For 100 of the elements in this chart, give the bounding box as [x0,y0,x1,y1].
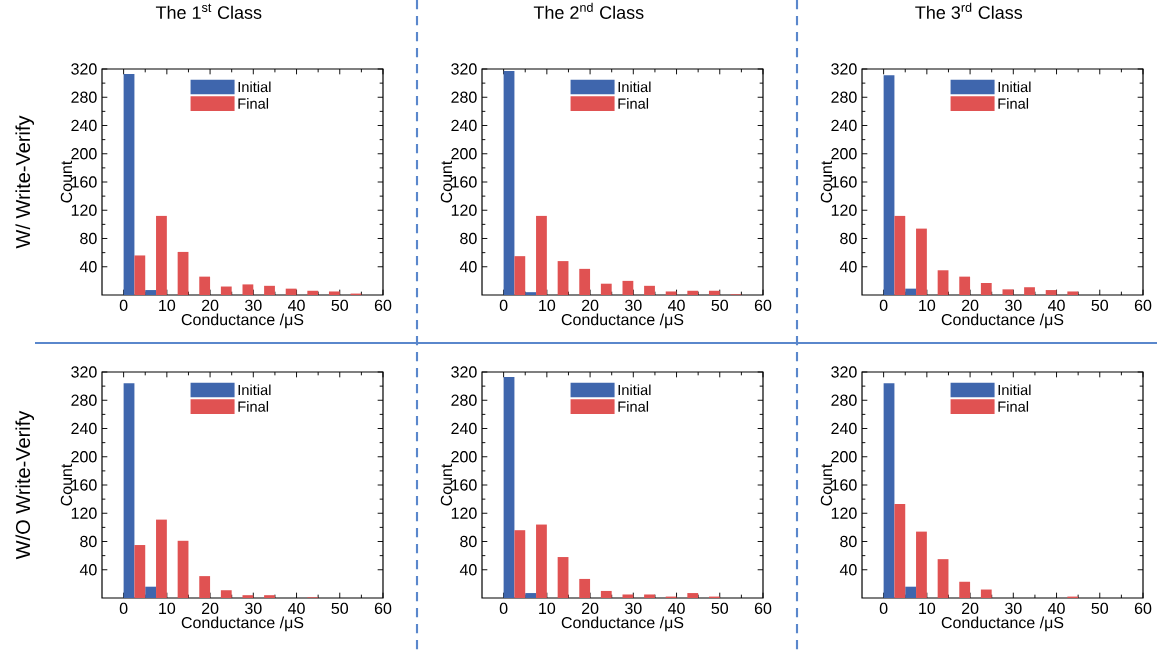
legend-label: Final [998,401,1029,412]
x-tick-label: 20 [961,602,979,615]
y-tick-label: 40 [459,261,477,273]
x-tick-label: 10 [539,602,556,615]
y-tick-label: 80 [460,535,477,548]
legend-label: Final [618,98,649,109]
y-axis-title: Count [60,463,73,506]
x-tick-label: 20 [581,299,599,312]
x-axis-title: Conductance /μS [941,313,1064,329]
y-tick-label: 40 [459,564,477,576]
y-tick-label: 80 [840,232,857,245]
y-tick-label: 320 [831,366,857,378]
x-tick-label: 50 [331,602,349,615]
x-tick-label: 40 [668,299,685,312]
x-tick-label: 0 [879,602,888,615]
x-tick-label: 20 [581,602,599,615]
text: W/O Write-Verify [15,410,35,560]
y-axis-title: Count [60,160,73,203]
y-tick-label: 120 [831,507,857,519]
y-tick-label: 240 [71,119,97,132]
y-tick-label: 320 [71,366,97,378]
y-tick-label: 200 [451,148,477,160]
legend-label: Final [238,98,269,109]
y-tick-label: 120 [831,204,857,216]
y-tick-label: 80 [80,535,97,548]
x-tick-label: 30 [625,299,642,312]
y-tick-label: 280 [71,394,97,406]
x-tick-label: 40 [1048,299,1065,312]
y-tick-label: 280 [831,91,857,103]
legend-label: Final [238,401,269,412]
x-tick-label: 60 [1134,602,1152,615]
y-tick-label: 280 [831,394,857,406]
chart-title: The 2$^{nd}$ Class [533,2,644,19]
y-tick-label: 320 [451,366,477,378]
y-tick-label: 160 [451,479,477,491]
y-tick-label: 40 [839,261,857,273]
y-tick-label: 240 [831,119,857,132]
x-tick-label: 20 [201,602,219,615]
y-tick-label: 240 [831,422,857,435]
y-tick-label: 120 [71,507,97,519]
y-tick-label: 160 [831,176,857,188]
y-tick-label: 160 [71,176,97,188]
y-tick-label: 200 [71,451,97,463]
x-tick-label: 10 [919,299,936,312]
x-axis-title: Conductance /μS [561,313,684,329]
x-tick-label: 0 [499,602,508,615]
chart-title: The 1$^{st}$ Class [155,3,262,19]
x-tick-label: 10 [539,299,556,312]
y-tick-label: 320 [451,63,477,75]
y-tick-label: 200 [71,148,97,160]
y-tick-label: 240 [451,422,477,435]
x-tick-label: 50 [711,602,729,615]
x-tick-label: 10 [159,602,176,615]
y-tick-label: 200 [831,451,857,463]
x-tick-label: 40 [288,602,305,615]
y-tick-label: 240 [71,422,97,435]
x-axis-title: Conductance /μS [181,616,304,632]
x-tick-label: 0 [879,299,888,312]
x-tick-label: 50 [331,299,349,312]
x-tick-label: 0 [119,299,128,312]
x-tick-label: 50 [711,299,729,312]
y-tick-label: 160 [451,176,477,188]
y-tick-label: 160 [71,479,97,491]
x-tick-label: 0 [119,602,128,615]
y-tick-label: 40 [839,564,857,576]
x-tick-label: 50 [1091,299,1109,312]
x-tick-label: 20 [201,299,219,312]
y-axis-title: Count [440,160,453,203]
x-axis-title: Conductance /μS [561,616,684,632]
y-tick-label: 240 [451,119,477,132]
y-axis-title: Count [440,463,453,506]
y-axis-title: Count [820,160,833,203]
x-tick-label: 60 [754,602,772,615]
x-tick-label: 0 [499,299,508,312]
text: W/ Write-Verify [15,115,35,249]
legend-label: Initial [618,81,651,93]
x-tick-label: 20 [961,299,979,312]
y-tick-label: 280 [451,91,477,103]
legend-label: Initial [618,384,651,396]
legend-label: Initial [998,81,1031,93]
y-tick-label: 120 [71,204,97,216]
legend-label: Initial [238,81,271,93]
y-axis-title: Count [820,463,833,506]
x-tick-label: 40 [1048,602,1065,615]
chart-title: The 3$^{rd}$ Class [915,2,1023,19]
x-tick-label: 30 [245,299,262,312]
x-tick-label: 30 [1005,299,1022,312]
x-axis-title: Conductance /μS [941,616,1064,632]
y-tick-label: 120 [451,507,477,519]
y-tick-label: 40 [79,261,97,273]
x-tick-label: 50 [1091,602,1109,615]
x-axis-title: Conductance /μS [181,313,304,329]
y-tick-label: 80 [840,535,857,548]
y-tick-label: 40 [79,564,97,576]
x-tick-label: 40 [288,299,305,312]
y-tick-label: 320 [71,63,97,75]
y-tick-label: 280 [451,394,477,406]
y-tick-label: 80 [80,232,97,245]
x-tick-label: 10 [919,602,936,615]
y-tick-label: 280 [71,91,97,103]
